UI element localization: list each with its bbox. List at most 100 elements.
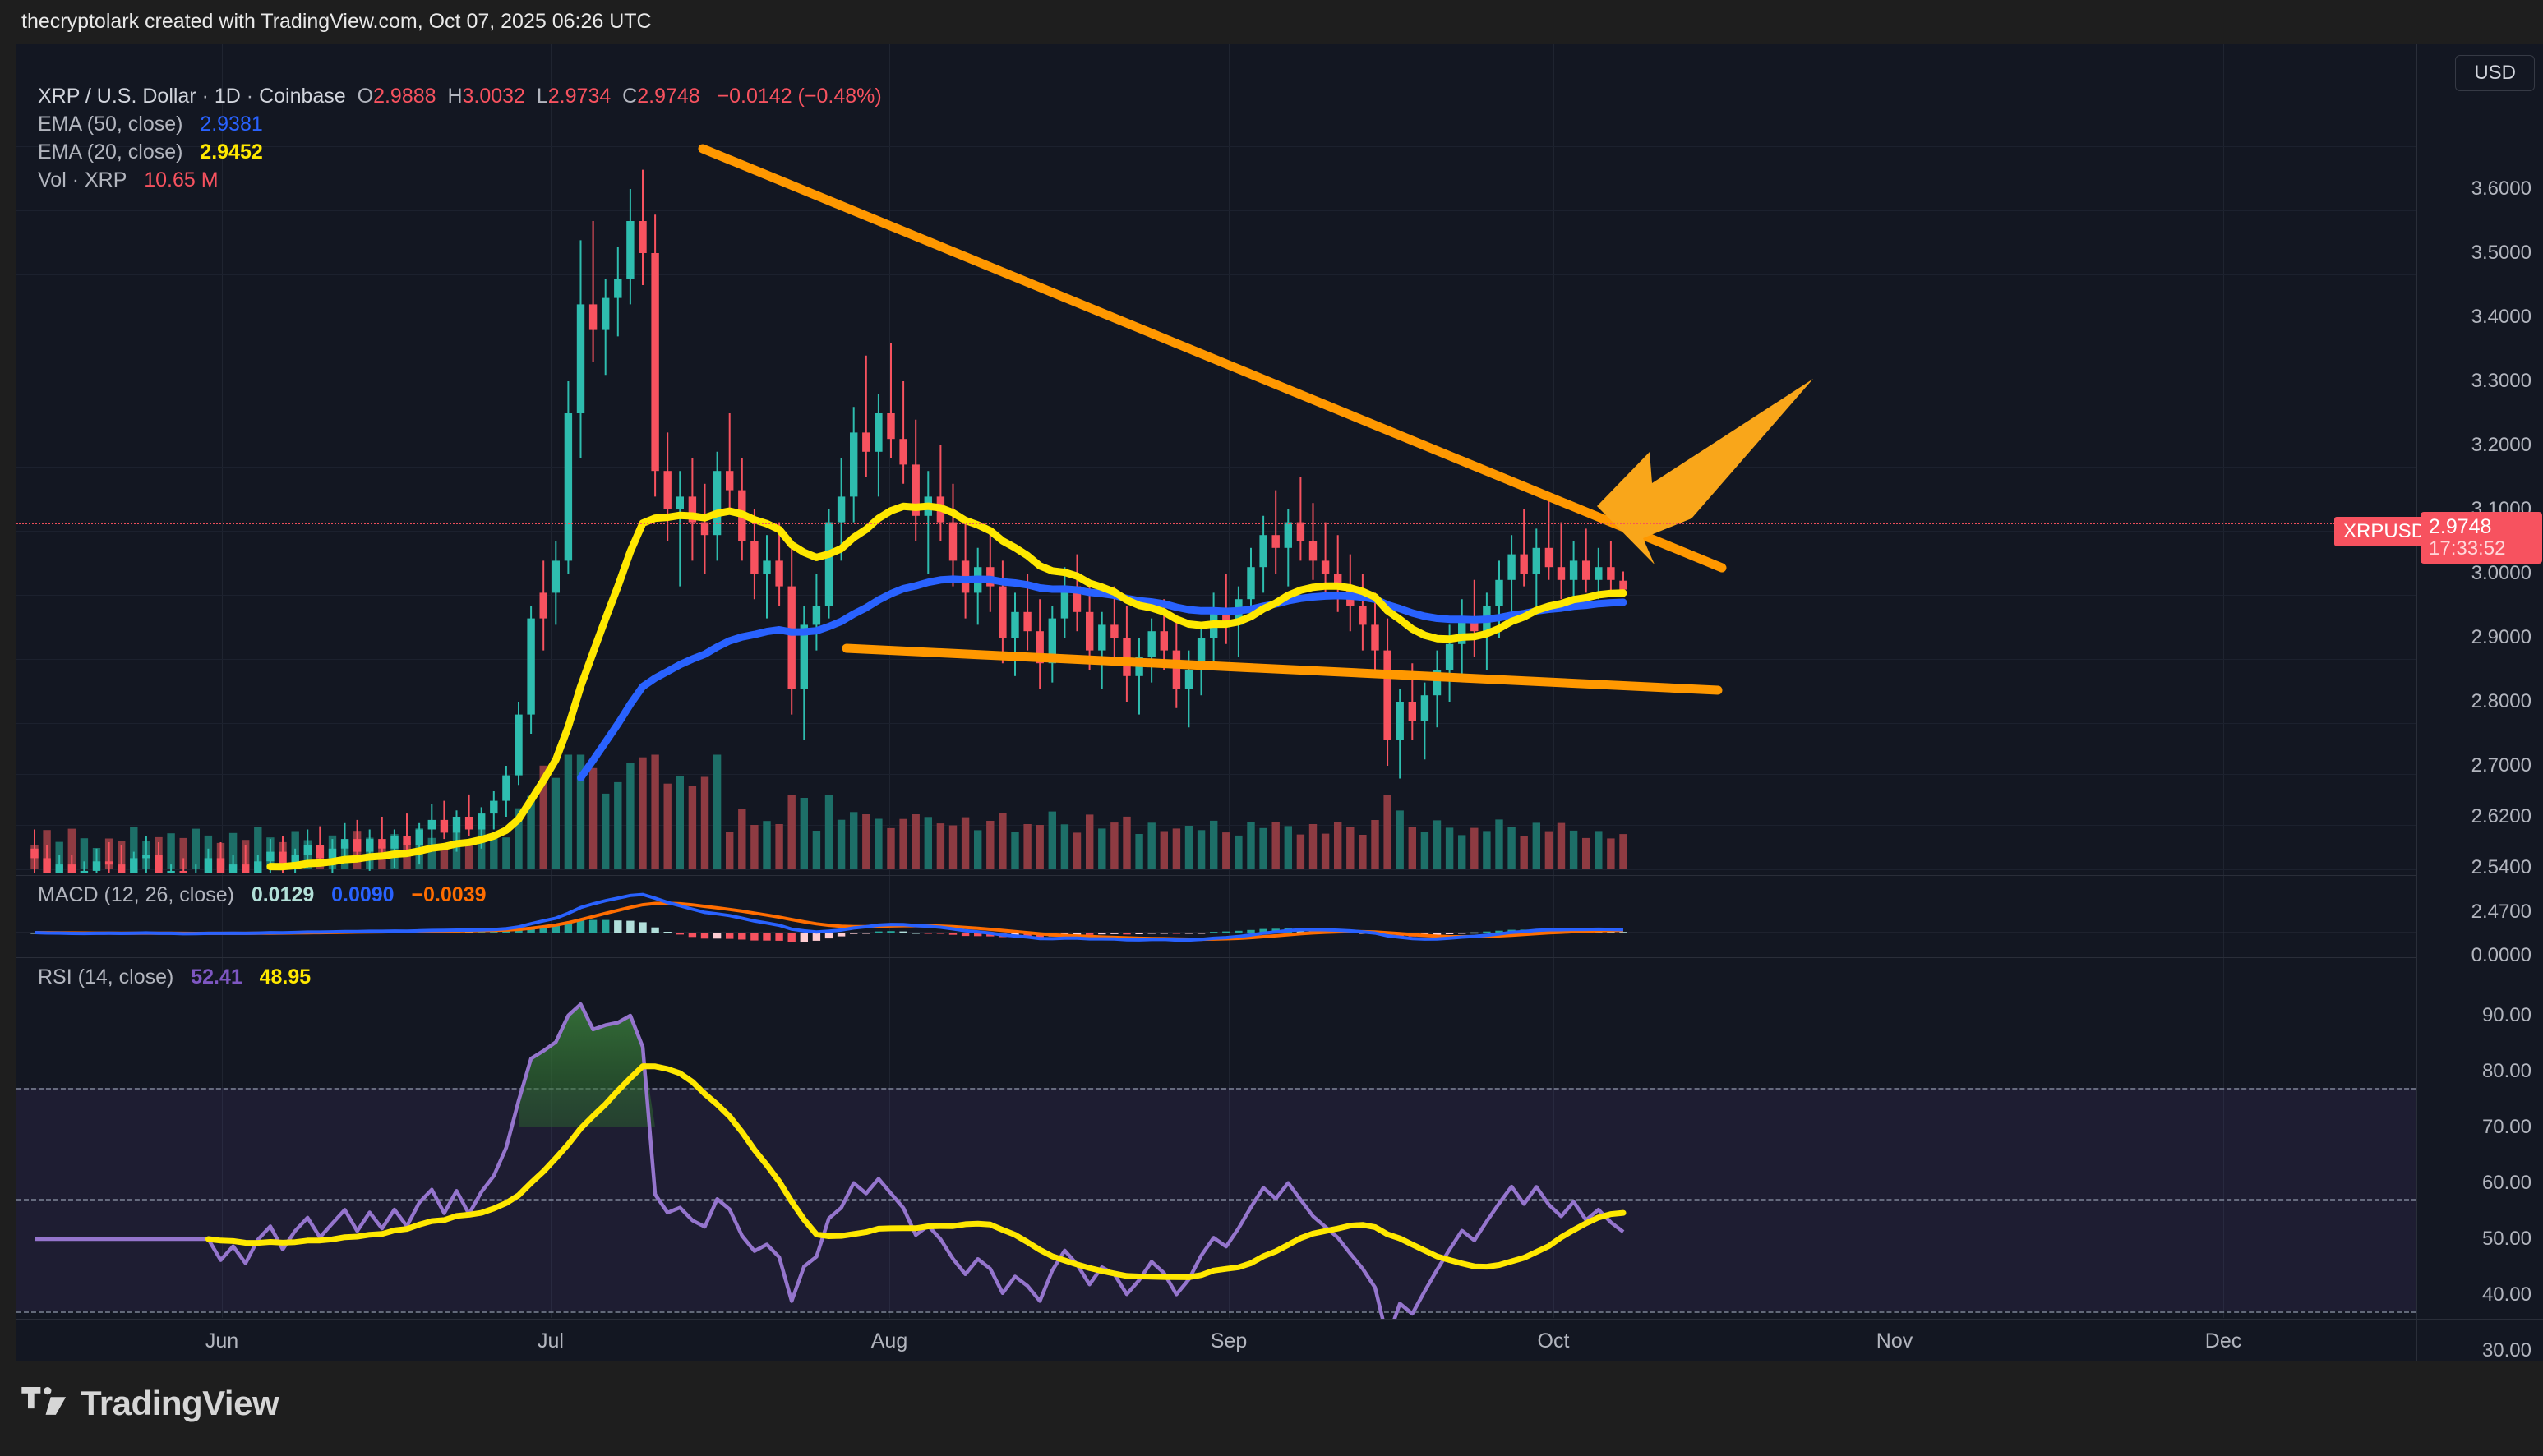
legend-symbol: XRP / U.S. Dollar bbox=[38, 85, 196, 108]
volume-bar bbox=[875, 818, 883, 869]
volume-bar bbox=[67, 828, 76, 869]
candle-body bbox=[1520, 554, 1528, 574]
candle-body bbox=[266, 851, 275, 862]
gridline-horizontal bbox=[16, 467, 2416, 468]
volume-bar bbox=[167, 833, 175, 869]
macd-histogram-bar bbox=[961, 933, 970, 937]
price-tick: 3.4000 bbox=[2471, 306, 2531, 328]
volume-bar bbox=[1284, 826, 1292, 869]
time-tick: Dec bbox=[2204, 1329, 2242, 1352]
volume-bar bbox=[1272, 822, 1280, 869]
volume-bar bbox=[688, 786, 697, 869]
tradingview-logo[interactable]: TradingView bbox=[21, 1384, 279, 1423]
candle-body bbox=[1048, 618, 1056, 664]
ema50-legend[interactable]: EMA (50, close) 2.9381 bbox=[38, 113, 263, 136]
volume-bar bbox=[1346, 827, 1355, 869]
symbol-price-tag[interactable]: XRPUSD bbox=[2334, 517, 2435, 546]
macd-histogram-bar bbox=[1086, 933, 1094, 935]
time-axis[interactable]: Jun Jul Aug Sep Oct Nov Dec bbox=[16, 1319, 2543, 1361]
volume-bar bbox=[750, 825, 759, 869]
volume-bar bbox=[228, 832, 238, 869]
rsi-legend[interactable]: RSI (14, close) 52.41 48.95 bbox=[38, 965, 311, 989]
candle-body bbox=[1296, 522, 1305, 541]
candle-body bbox=[1259, 535, 1267, 568]
volume-bar bbox=[1595, 831, 1603, 869]
candle-body bbox=[800, 624, 808, 689]
candle-body bbox=[1383, 650, 1391, 740]
macd-histogram-bar bbox=[1445, 933, 1454, 934]
volume-bar bbox=[1458, 835, 1466, 869]
legend-change: −0.0142 (−0.48%) bbox=[717, 85, 882, 108]
candle-body bbox=[1123, 638, 1131, 676]
gridline-horizontal bbox=[16, 531, 2416, 532]
plot-area[interactable]: XRP / U.S. Dollar · 1D · Coinbase O2.988… bbox=[16, 44, 2416, 1361]
volume-bar bbox=[1147, 822, 1156, 869]
candle-body bbox=[43, 858, 51, 873]
time-tick: Nov bbox=[1876, 1329, 1913, 1352]
price-tick: 2.9000 bbox=[2471, 626, 2531, 648]
candle-body bbox=[1433, 670, 1442, 696]
candle-body bbox=[1073, 586, 1082, 612]
volume-bar bbox=[254, 827, 262, 869]
gridline-horizontal bbox=[16, 774, 2416, 775]
candle-body bbox=[1308, 541, 1318, 561]
macd-histogram-bar bbox=[1172, 933, 1181, 934]
volume-bar bbox=[1359, 835, 1367, 869]
volume-bar bbox=[1135, 834, 1143, 869]
macd-histogram-bar bbox=[515, 930, 523, 933]
currency-badge[interactable]: USD bbox=[2455, 55, 2535, 91]
volume-bar bbox=[800, 798, 808, 869]
volume-legend[interactable]: Vol · XRP 10.65 M bbox=[38, 168, 219, 192]
legend-low-value: 2.9734 bbox=[547, 85, 612, 108]
volume-bar bbox=[837, 819, 846, 869]
trendline-support bbox=[842, 643, 1723, 695]
macd-histogram-bar bbox=[502, 931, 510, 933]
volume-bar bbox=[961, 817, 970, 869]
candle-body bbox=[316, 845, 325, 859]
macd-histogram-bar bbox=[726, 933, 734, 939]
volume-bar bbox=[1259, 827, 1267, 869]
macd-histogram-bar bbox=[478, 932, 486, 933]
candle-body bbox=[1086, 611, 1094, 651]
volume-bar bbox=[1544, 831, 1553, 869]
candle-body bbox=[775, 560, 783, 587]
candle-body bbox=[1408, 702, 1416, 721]
macd-histogram-bar bbox=[899, 931, 907, 933]
rsi-level-30 bbox=[16, 1311, 2416, 1313]
volume-bar bbox=[999, 813, 1007, 869]
price-axis[interactable]: USD 3.6000 3.5000 3.4000 3.3000 3.2000 3… bbox=[2416, 44, 2543, 1362]
symbol-legend[interactable]: XRP / U.S. Dollar · 1D · Coinbase O2.988… bbox=[38, 85, 882, 108]
volume-bar bbox=[1197, 830, 1206, 869]
candle-body bbox=[1184, 670, 1193, 689]
trendline-resistance bbox=[698, 144, 1727, 573]
legend-open-value: 2.9888 bbox=[373, 85, 436, 108]
volume-bar bbox=[602, 793, 610, 869]
volume-bar bbox=[1023, 824, 1032, 869]
time-tick: Oct bbox=[1537, 1329, 1570, 1352]
volume-bar bbox=[726, 832, 734, 870]
candle-body bbox=[676, 496, 684, 509]
volume-label: Vol · XRP bbox=[38, 168, 127, 191]
volume-bar bbox=[1210, 820, 1218, 869]
macd-histogram-bar bbox=[676, 933, 684, 935]
candle-body bbox=[763, 560, 771, 574]
rsi-value-2: 48.95 bbox=[259, 965, 312, 988]
macd-legend[interactable]: MACD (12, 26, close) 0.0129 0.0090 −0.00… bbox=[38, 883, 487, 907]
current-price-tag[interactable]: 2.9748 17:33:52 bbox=[2421, 512, 2542, 564]
price-tick: 3.2000 bbox=[2471, 434, 2531, 456]
volume-bar bbox=[1036, 825, 1044, 869]
macd-histogram-bar bbox=[924, 933, 932, 934]
candle-body bbox=[490, 800, 498, 814]
candle-body bbox=[478, 813, 486, 830]
candle-body bbox=[1036, 631, 1044, 664]
ema20-legend[interactable]: EMA (20, close) 2.9452 bbox=[38, 141, 263, 164]
candle-body bbox=[1284, 522, 1292, 548]
candle-body bbox=[464, 817, 473, 830]
volume-bar bbox=[192, 828, 200, 869]
volume-bar bbox=[1470, 827, 1479, 869]
chart-container[interactable]: XRP / U.S. Dollar · 1D · Coinbase O2.988… bbox=[16, 44, 2543, 1362]
volume-bar bbox=[1160, 831, 1168, 869]
rsi-tick: 80.00 bbox=[2481, 1060, 2531, 1082]
candle-body bbox=[1495, 579, 1503, 606]
legend-close-label: C bbox=[622, 85, 638, 108]
